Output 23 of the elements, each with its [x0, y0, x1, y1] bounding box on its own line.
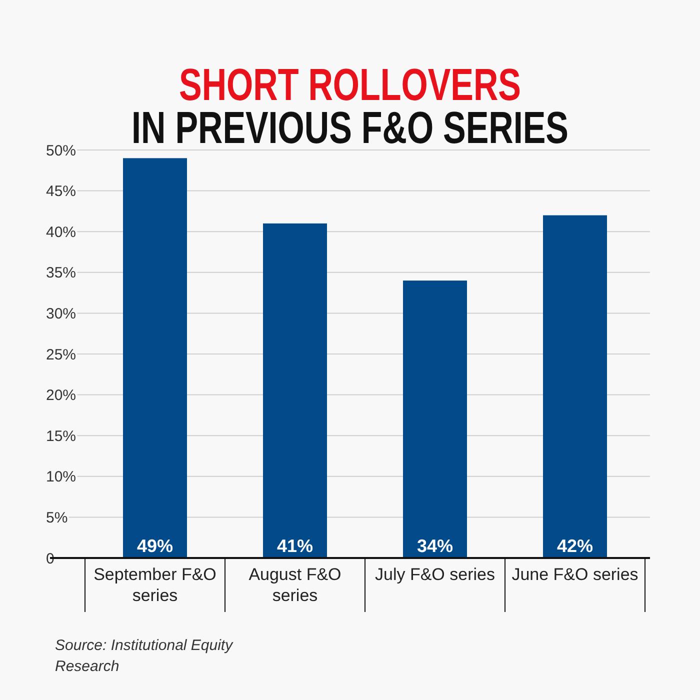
x-tick-label: June F&O series [512, 565, 638, 584]
x-tick-label: August F&O series [248, 565, 342, 605]
y-tick-label: 30% [46, 305, 76, 322]
data-label: 42% [556, 536, 594, 556]
y-tick-label: 15% [46, 428, 76, 445]
y-tick-label: 5% [46, 509, 68, 526]
bar [543, 215, 607, 558]
y-tick-label: 40% [46, 224, 76, 241]
bar [263, 223, 327, 558]
y-tick-label: 45% [46, 183, 76, 200]
data-label: 34% [416, 536, 454, 556]
y-tick-label: 50% [46, 142, 76, 160]
bar [403, 280, 467, 558]
x-tick-label: September F&O series [94, 565, 216, 605]
y-tick-label: 35% [46, 264, 76, 282]
y-tick-label: 10% [46, 468, 76, 486]
bar [123, 158, 187, 558]
source-note: Source: Institutional Equity Research [55, 637, 234, 675]
x-tick-label: July F&O series [375, 565, 495, 584]
y-tick-label: 25% [46, 346, 76, 364]
data-label: 41% [276, 536, 314, 556]
y-tick-label: 20% [46, 387, 76, 404]
data-label: 49% [136, 536, 174, 556]
